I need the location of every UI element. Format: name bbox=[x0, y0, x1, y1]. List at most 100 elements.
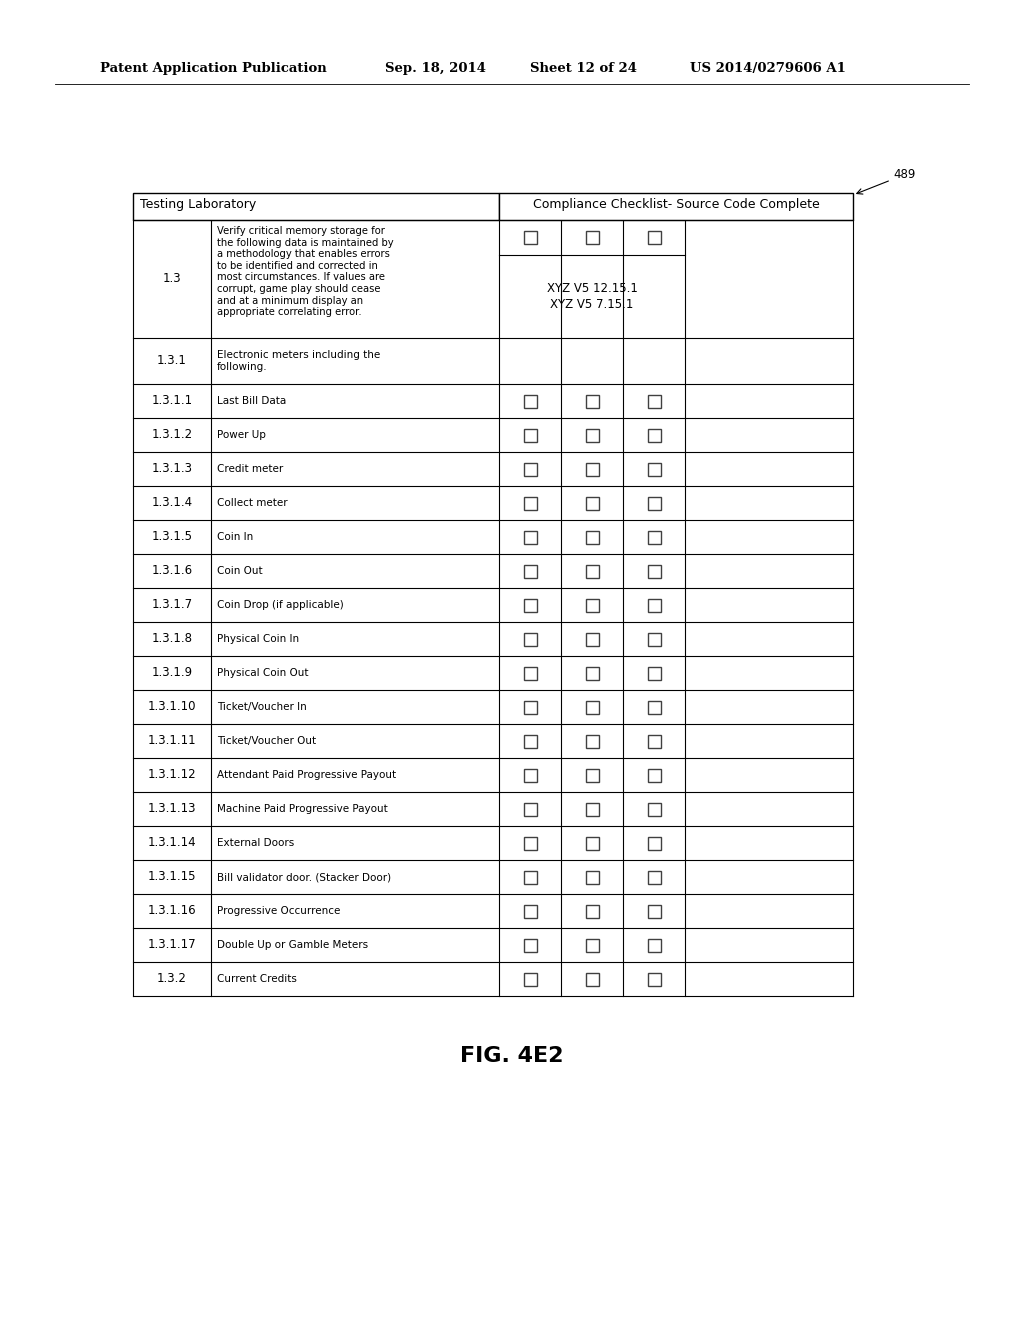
Bar bbox=[586, 939, 598, 952]
Bar bbox=[647, 768, 660, 781]
Text: Coin Drop (if applicable): Coin Drop (if applicable) bbox=[217, 601, 344, 610]
Bar bbox=[586, 837, 598, 850]
Bar bbox=[523, 462, 537, 475]
Bar bbox=[647, 734, 660, 747]
Text: External Doors: External Doors bbox=[217, 838, 294, 847]
Bar bbox=[647, 462, 660, 475]
Text: Power Up: Power Up bbox=[217, 430, 266, 440]
Text: Collect meter: Collect meter bbox=[217, 498, 288, 508]
Text: 1.3.1.13: 1.3.1.13 bbox=[147, 803, 197, 816]
Bar bbox=[647, 231, 660, 244]
Text: 1.3.1.11: 1.3.1.11 bbox=[147, 734, 197, 747]
Text: 489: 489 bbox=[893, 168, 915, 181]
Bar bbox=[586, 429, 598, 441]
Bar bbox=[586, 667, 598, 680]
Text: 1.3.1.16: 1.3.1.16 bbox=[147, 904, 197, 917]
Bar bbox=[647, 837, 660, 850]
Bar bbox=[647, 939, 660, 952]
Text: Electronic meters including the
following.: Electronic meters including the followin… bbox=[217, 350, 380, 372]
Bar bbox=[523, 231, 537, 244]
Bar bbox=[586, 734, 598, 747]
Text: 1.3.1.8: 1.3.1.8 bbox=[152, 632, 193, 645]
Text: Physical Coin In: Physical Coin In bbox=[217, 634, 299, 644]
Bar bbox=[523, 531, 537, 544]
Text: 1.3.1.2: 1.3.1.2 bbox=[152, 429, 193, 441]
Bar bbox=[586, 565, 598, 578]
Bar bbox=[523, 837, 537, 850]
Bar bbox=[523, 496, 537, 510]
Bar bbox=[523, 429, 537, 441]
Bar bbox=[647, 803, 660, 816]
Text: Patent Application Publication: Patent Application Publication bbox=[100, 62, 327, 75]
Bar bbox=[523, 667, 537, 680]
Bar bbox=[523, 973, 537, 986]
Bar bbox=[523, 803, 537, 816]
Text: 1.3.1.14: 1.3.1.14 bbox=[147, 837, 197, 850]
Bar bbox=[523, 734, 537, 747]
Bar bbox=[523, 904, 537, 917]
Text: Sep. 18, 2014: Sep. 18, 2014 bbox=[385, 62, 486, 75]
Bar bbox=[586, 395, 598, 408]
Text: 1.3.1.15: 1.3.1.15 bbox=[147, 870, 197, 883]
Bar bbox=[523, 768, 537, 781]
Text: 1.3.1.6: 1.3.1.6 bbox=[152, 565, 193, 578]
Bar bbox=[523, 939, 537, 952]
Text: Sheet 12 of 24: Sheet 12 of 24 bbox=[530, 62, 637, 75]
Bar bbox=[586, 870, 598, 883]
Bar bbox=[133, 193, 499, 220]
Bar bbox=[586, 701, 598, 714]
Text: 1.3.1.1: 1.3.1.1 bbox=[152, 395, 193, 408]
Text: 1.3.1.3: 1.3.1.3 bbox=[152, 462, 193, 475]
Bar bbox=[647, 701, 660, 714]
Bar bbox=[647, 870, 660, 883]
Bar bbox=[647, 429, 660, 441]
Text: 1.3.1.10: 1.3.1.10 bbox=[147, 701, 197, 714]
Text: 1.3.1: 1.3.1 bbox=[157, 355, 187, 367]
Text: Progressive Occurrence: Progressive Occurrence bbox=[217, 906, 340, 916]
Text: Ticket/Voucher Out: Ticket/Voucher Out bbox=[217, 737, 316, 746]
Text: Credit meter: Credit meter bbox=[217, 465, 284, 474]
Text: Ticket/Voucher In: Ticket/Voucher In bbox=[217, 702, 307, 711]
Text: 1.3.1.17: 1.3.1.17 bbox=[147, 939, 197, 952]
Text: Physical Coin Out: Physical Coin Out bbox=[217, 668, 308, 678]
Bar bbox=[647, 395, 660, 408]
Text: 1.3.1.12: 1.3.1.12 bbox=[147, 768, 197, 781]
Bar bbox=[647, 973, 660, 986]
Bar bbox=[647, 565, 660, 578]
Bar bbox=[523, 598, 537, 611]
Bar bbox=[647, 598, 660, 611]
Text: Coin Out: Coin Out bbox=[217, 566, 262, 576]
Bar bbox=[523, 565, 537, 578]
Bar bbox=[647, 632, 660, 645]
Text: Double Up or Gamble Meters: Double Up or Gamble Meters bbox=[217, 940, 368, 950]
Text: 1.3: 1.3 bbox=[163, 272, 181, 285]
Bar bbox=[586, 531, 598, 544]
Bar bbox=[647, 667, 660, 680]
Bar bbox=[586, 768, 598, 781]
Text: FIG. 4E2: FIG. 4E2 bbox=[460, 1045, 564, 1067]
Text: 1.3.2: 1.3.2 bbox=[157, 973, 187, 986]
Bar bbox=[523, 701, 537, 714]
Text: Machine Paid Progressive Payout: Machine Paid Progressive Payout bbox=[217, 804, 388, 814]
Text: 1.3.1.9: 1.3.1.9 bbox=[152, 667, 193, 680]
Text: 1.3.1.5: 1.3.1.5 bbox=[152, 531, 193, 544]
Bar bbox=[523, 395, 537, 408]
Text: Last Bill Data: Last Bill Data bbox=[217, 396, 287, 407]
Bar bbox=[523, 870, 537, 883]
Bar bbox=[586, 632, 598, 645]
Text: Testing Laboratory: Testing Laboratory bbox=[140, 198, 256, 211]
Bar bbox=[586, 598, 598, 611]
Bar bbox=[647, 496, 660, 510]
Text: Current Credits: Current Credits bbox=[217, 974, 297, 983]
Bar bbox=[586, 904, 598, 917]
Text: Coin In: Coin In bbox=[217, 532, 253, 543]
Bar bbox=[647, 531, 660, 544]
Text: Compliance Checklist- Source Code Complete: Compliance Checklist- Source Code Comple… bbox=[532, 198, 819, 211]
Text: 1.3.1.4: 1.3.1.4 bbox=[152, 496, 193, 510]
Bar bbox=[647, 904, 660, 917]
Text: Attendant Paid Progressive Payout: Attendant Paid Progressive Payout bbox=[217, 770, 396, 780]
Bar bbox=[586, 496, 598, 510]
Text: XYZ V5 12.15.1
XYZ V5 7.15.1: XYZ V5 12.15.1 XYZ V5 7.15.1 bbox=[547, 282, 637, 310]
Bar bbox=[499, 193, 853, 220]
Bar bbox=[586, 231, 598, 244]
